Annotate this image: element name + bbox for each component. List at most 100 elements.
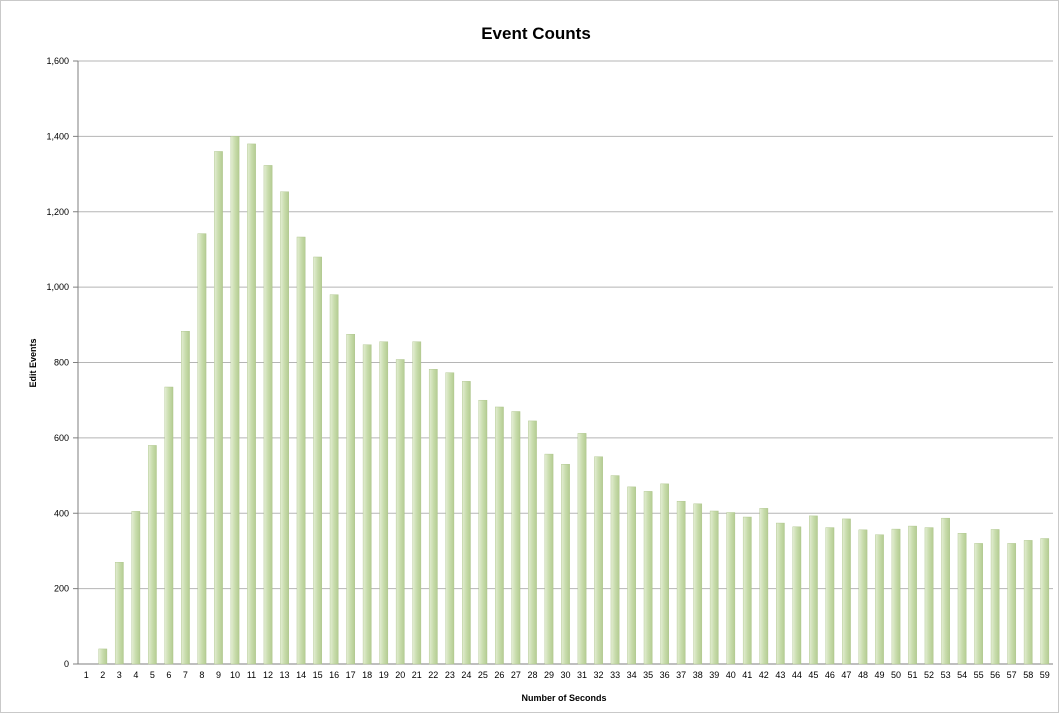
bar bbox=[362, 344, 372, 665]
x-tick-label: 10 bbox=[230, 670, 240, 680]
x-tick-label: 32 bbox=[594, 670, 604, 680]
x-tick-label: 39 bbox=[709, 670, 719, 680]
x-tick-label: 46 bbox=[825, 670, 835, 680]
bar bbox=[809, 515, 818, 665]
x-tick-label: 35 bbox=[643, 670, 653, 680]
bar bbox=[511, 411, 521, 665]
x-tick-label: 17 bbox=[346, 670, 356, 680]
x-tick-label: 45 bbox=[808, 670, 818, 680]
x-tick-label: 40 bbox=[726, 670, 736, 680]
bar bbox=[131, 511, 141, 665]
bar bbox=[792, 526, 802, 665]
bar bbox=[610, 475, 620, 665]
bar bbox=[181, 331, 190, 665]
bar bbox=[990, 529, 1000, 665]
x-tick-label: 29 bbox=[544, 670, 554, 680]
x-tick-label: 11 bbox=[247, 670, 256, 680]
y-tick-label: 0 bbox=[64, 659, 69, 669]
bar bbox=[197, 233, 207, 665]
x-tick-label: 58 bbox=[1023, 670, 1033, 680]
x-tick-label: 8 bbox=[199, 670, 204, 680]
x-tick-label: 20 bbox=[395, 670, 405, 680]
x-tick-label: 4 bbox=[133, 670, 138, 680]
y-axis: 0 200 400 600 800 1,000 1,200 1,400 1,600 bbox=[46, 56, 79, 669]
bar bbox=[247, 143, 256, 665]
bar bbox=[891, 528, 901, 665]
bar bbox=[313, 256, 322, 665]
y-tick-label: 1,000 bbox=[46, 282, 69, 292]
x-tick-label: 41 bbox=[742, 670, 752, 680]
bar bbox=[759, 508, 769, 665]
bar bbox=[643, 491, 653, 665]
bar bbox=[544, 453, 554, 665]
x-tick-label: 5 bbox=[150, 670, 155, 680]
x-tick-label: 48 bbox=[858, 670, 868, 680]
bar bbox=[462, 381, 471, 665]
x-tick-label: 21 bbox=[412, 670, 422, 680]
bar bbox=[842, 518, 851, 665]
x-axis: 1 2 3 4 5 6 7 8 9 10 11 12 13 14 15 16 17 18 19 20 21 22 23 24 2… bbox=[84, 670, 1050, 680]
bar bbox=[676, 500, 686, 665]
x-tick-label: 52 bbox=[924, 670, 934, 680]
bar bbox=[957, 533, 967, 665]
x-tick-label: 19 bbox=[379, 670, 389, 680]
x-tick-label: 36 bbox=[660, 670, 670, 680]
x-tick-label: 18 bbox=[362, 670, 372, 680]
bar bbox=[742, 516, 752, 665]
bar bbox=[395, 359, 405, 665]
bar bbox=[974, 543, 983, 665]
x-tick-label: 26 bbox=[494, 670, 504, 680]
x-tick-label: 24 bbox=[461, 670, 471, 680]
y-tick-label: 800 bbox=[54, 358, 69, 368]
y-tick-label: 1,200 bbox=[46, 207, 69, 217]
bar bbox=[428, 369, 438, 665]
bar bbox=[1023, 540, 1033, 665]
bar bbox=[660, 483, 669, 665]
y-tick-label: 1,600 bbox=[46, 56, 69, 66]
bar bbox=[114, 562, 124, 665]
x-tick-label: 9 bbox=[216, 670, 221, 680]
x-tick-label: 28 bbox=[527, 670, 537, 680]
x-tick-label: 47 bbox=[841, 670, 851, 680]
x-tick-label: 16 bbox=[329, 670, 339, 680]
bar bbox=[379, 341, 389, 665]
bar bbox=[627, 486, 636, 665]
x-tick-label: 15 bbox=[313, 670, 323, 680]
x-tick-label: 2 bbox=[100, 670, 105, 680]
bar bbox=[858, 529, 868, 665]
x-tick-label: 22 bbox=[428, 670, 438, 680]
bar bbox=[577, 433, 587, 665]
x-tick-label: 31 bbox=[577, 670, 587, 680]
x-tick-label: 1 bbox=[84, 670, 89, 680]
bar-series bbox=[98, 136, 1050, 665]
bar bbox=[825, 527, 835, 665]
x-tick-label: 59 bbox=[1040, 670, 1050, 680]
bar bbox=[924, 527, 934, 665]
bar bbox=[726, 512, 736, 665]
bar bbox=[148, 445, 157, 665]
x-tick-label: 44 bbox=[792, 670, 802, 680]
bar bbox=[1007, 543, 1017, 665]
x-tick-label: 3 bbox=[117, 670, 122, 680]
gridlines bbox=[78, 60, 1053, 665]
bar bbox=[495, 406, 504, 665]
x-tick-label: 33 bbox=[610, 670, 620, 680]
x-tick-label: 14 bbox=[296, 670, 306, 680]
chart-title: Event Counts bbox=[481, 24, 591, 43]
x-tick-label: 23 bbox=[445, 670, 455, 680]
x-tick-label: 12 bbox=[263, 670, 273, 680]
x-tick-label: 42 bbox=[759, 670, 769, 680]
bar bbox=[164, 386, 174, 665]
bar bbox=[214, 151, 223, 665]
bar bbox=[280, 191, 289, 665]
bar bbox=[329, 294, 339, 665]
x-tick-label: 7 bbox=[183, 670, 188, 680]
bar bbox=[346, 334, 356, 665]
y-tick-label: 400 bbox=[54, 508, 69, 518]
bar bbox=[775, 522, 785, 665]
x-tick-label: 57 bbox=[1007, 670, 1017, 680]
x-tick-label: 49 bbox=[874, 670, 884, 680]
bar bbox=[445, 372, 455, 665]
x-axis-label: Number of Seconds bbox=[521, 693, 606, 703]
